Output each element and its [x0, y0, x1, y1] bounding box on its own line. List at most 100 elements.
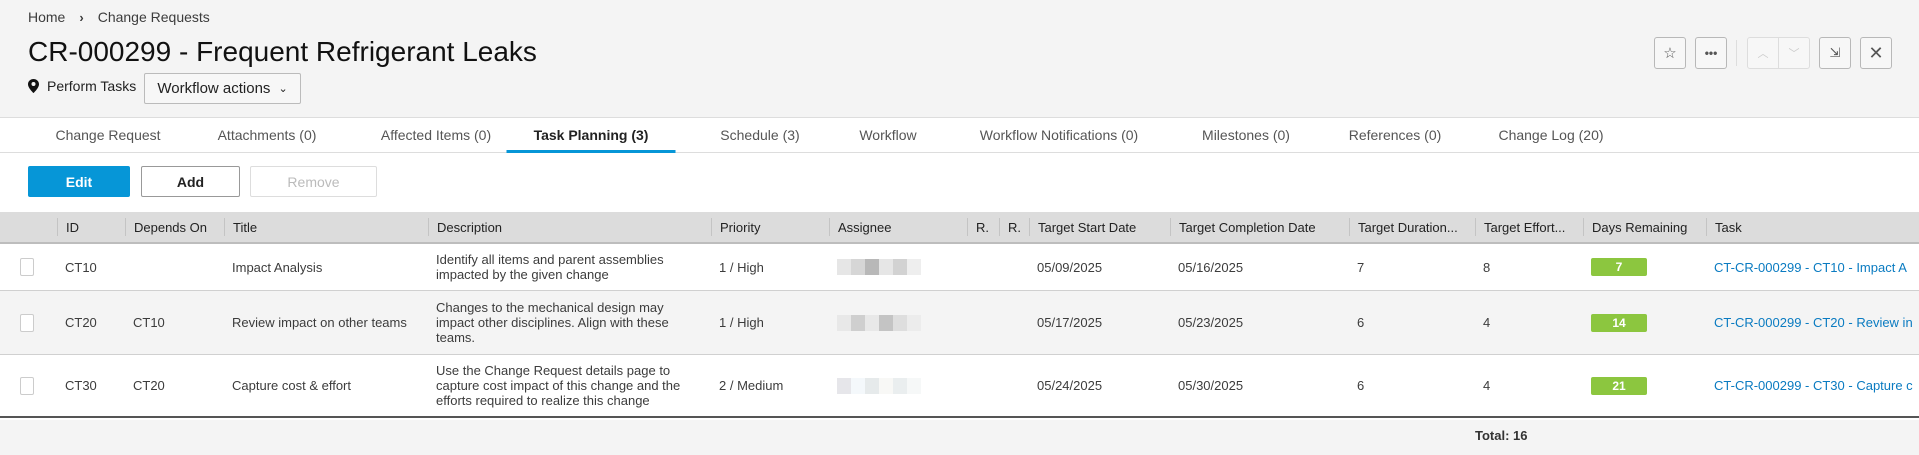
close-icon: ✕ [1868, 42, 1884, 63]
column-header[interactable]: R. [967, 218, 999, 236]
table-row[interactable]: CT20 CT10 Review impact on other teams Chan… [0, 291, 1919, 355]
cell-x [967, 291, 999, 354]
days-remaining-badge: 21 [1591, 376, 1647, 395]
cell-depends_on: CT20 [125, 355, 224, 416]
add-button[interactable]: Add [141, 166, 240, 197]
cell-days_remaining: 21 [1583, 355, 1706, 416]
cell-text: 05/30/2025 [1178, 378, 1244, 393]
cell-text: CT20 [133, 378, 165, 393]
cell-start: 05/24/2025 [1029, 355, 1170, 416]
tab-change-log[interactable]: Change Log (20) [1498, 127, 1604, 143]
cell-effort: 4 [1475, 355, 1583, 416]
column-header[interactable]: Priority [711, 218, 829, 236]
total-effort: Total: 16 [1475, 428, 1528, 443]
tab-workflow-notifications[interactable]: Workflow Notifications (0) [979, 127, 1139, 143]
next-button[interactable]: ﹀ [1778, 37, 1810, 69]
column-header[interactable]: Depends On [125, 218, 224, 236]
cell-text: Capture cost & effort [232, 378, 351, 393]
row-checkbox[interactable] [20, 313, 34, 332]
column-header[interactable]: Title [224, 218, 428, 236]
workflow-actions-button[interactable]: Workflow actions ⌄ [144, 73, 301, 104]
cell-text: 05/24/2025 [1037, 378, 1103, 393]
column-header[interactable]: Target Completion Date [1170, 218, 1349, 236]
cell-start: 05/17/2025 [1029, 291, 1170, 354]
cell-id: CT20 [57, 291, 125, 354]
remove-button[interactable]: Remove [250, 166, 377, 197]
cell-description: Use the Change Request details page to c… [428, 355, 711, 416]
column-header[interactable]: Target Effort... [1475, 218, 1583, 236]
breadcrumb-home[interactable]: Home [28, 9, 66, 25]
cell-completion: 05/23/2025 [1170, 291, 1349, 354]
cell-days_remaining: 7 [1583, 244, 1706, 290]
cell-x [829, 355, 967, 416]
cell-duration: 7 [1349, 244, 1475, 290]
cell-x [829, 244, 967, 290]
task-link[interactable]: CT-CR-000299 - CT30 - Capture c [1714, 378, 1913, 393]
table-row[interactable]: CT30 CT20 Capture cost & effort Use the Cha… [0, 355, 1919, 418]
column-header[interactable]: Target Start Date [1029, 218, 1170, 236]
tab-schedule[interactable]: Schedule (3) [720, 127, 800, 143]
edit-button[interactable]: Edit [28, 166, 130, 197]
column-header[interactable] [0, 218, 57, 236]
column-header[interactable]: R. [999, 218, 1029, 236]
cell-x [999, 244, 1029, 290]
row-checkbox[interactable] [20, 258, 34, 276]
cell-title: Capture cost & effort [224, 355, 428, 416]
favorite-button[interactable]: ☆ [1654, 37, 1686, 69]
cell-text: Changes to the mechanical design may imp… [436, 300, 669, 345]
tab-change-request[interactable]: Change Request [55, 127, 161, 143]
row-checkbox[interactable] [20, 376, 34, 395]
column-header[interactable]: Days Remaining [1583, 218, 1706, 236]
tab-bar: Change Request Attachments (0) Affected … [0, 117, 1919, 153]
tab-workflow[interactable]: Workflow [859, 127, 917, 143]
tab-task-planning[interactable]: Task Planning (3) [506, 118, 676, 153]
days-remaining-badge: 7 [1591, 258, 1647, 276]
cell-id: CT10 [57, 244, 125, 290]
column-header[interactable]: Description [428, 218, 711, 236]
cell-text: 05/16/2025 [1178, 259, 1244, 275]
chevron-right-icon: › [79, 9, 84, 25]
days-remaining-badge: 14 [1591, 313, 1647, 332]
cell-text: 8 [1483, 259, 1491, 275]
cell-completion: 05/30/2025 [1170, 355, 1349, 416]
location-pin-icon [28, 79, 39, 93]
cell-text: 1 / High [719, 259, 764, 275]
cell-text: 6 [1357, 378, 1365, 393]
tab-milestones[interactable]: Milestones (0) [1202, 127, 1290, 143]
cell-description: Changes to the mechanical design may imp… [428, 291, 711, 354]
cell-text: 2 / Medium [719, 378, 784, 393]
column-header[interactable]: Assignee [829, 218, 967, 236]
cell-effort: 4 [1475, 291, 1583, 354]
tab-attachments[interactable]: Attachments (0) [217, 127, 317, 143]
workflow-actions-label: Workflow actions [157, 80, 271, 97]
chevron-up-icon: ︿ [1757, 48, 1769, 60]
column-header[interactable]: Target Duration... [1349, 218, 1475, 236]
column-header[interactable]: ID [57, 218, 125, 236]
breadcrumb-change-requests[interactable]: Change Requests [97, 9, 210, 25]
cell-text: 7 [1357, 259, 1365, 275]
column-header[interactable]: Task [1706, 218, 1919, 236]
cell-x [967, 355, 999, 416]
previous-button[interactable]: ︿ [1747, 37, 1779, 69]
cell-text: 05/09/2025 [1037, 259, 1103, 275]
cell-title: Impact Analysis [224, 244, 428, 290]
tab-references[interactable]: References (0) [1348, 127, 1442, 143]
close-button[interactable]: ✕ [1860, 37, 1892, 69]
table-row[interactable]: CT10 Impact Analysis Identify all items an… [0, 244, 1919, 291]
cell-x [967, 244, 999, 290]
collapse-icon: ⇲ [1829, 45, 1841, 60]
assignee-redacted [837, 377, 921, 394]
cell-priority: 2 / Medium [711, 355, 829, 416]
task-link[interactable]: CT-CR-000299 - CT10 - Impact A [1714, 259, 1907, 275]
cell-x [0, 244, 57, 290]
cell-text: Identify all items and parent assemblies… [436, 252, 664, 282]
cell-text: 05/17/2025 [1037, 315, 1103, 330]
collapse-button[interactable]: ⇲ [1819, 37, 1851, 69]
task-link[interactable]: CT-CR-000299 - CT20 - Review in [1714, 315, 1913, 330]
cell-task: CT-CR-000299 - CT10 - Impact A [1706, 244, 1919, 290]
cell-depends_on [125, 244, 224, 290]
tab-affected-items[interactable]: Affected Items (0) [380, 127, 492, 143]
more-button[interactable]: ••• [1695, 37, 1727, 69]
cell-id: CT30 [57, 355, 125, 416]
table-header: ID Depends On Title Description Priority Assi… [0, 212, 1919, 244]
